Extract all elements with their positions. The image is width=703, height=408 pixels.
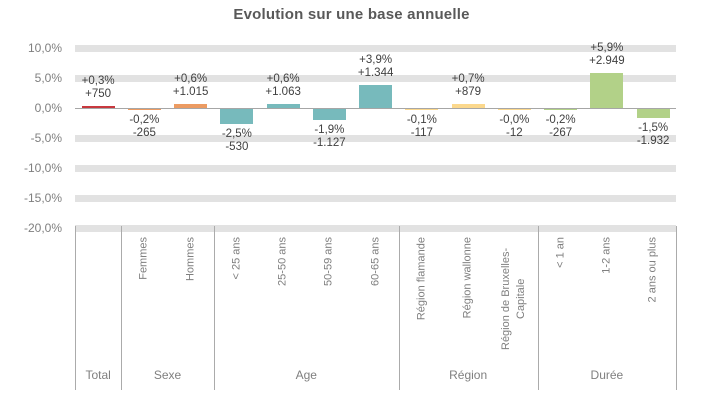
bar-value-label: +0,7% +879 xyxy=(452,73,485,99)
category-axis-label: < 1 an xyxy=(554,237,567,268)
bar-percent-label: -0,2% xyxy=(129,114,160,127)
bar xyxy=(266,104,300,108)
bar-absolute-label: -1.932 xyxy=(636,135,670,147)
y-axis-tick-label: -10,0% xyxy=(23,161,62,175)
bar-value-label: -0,1% -117 xyxy=(407,114,437,140)
bar-percent-label: +0,6% xyxy=(174,73,208,86)
category-axis-label: 2 ans ou plus xyxy=(646,237,659,303)
category-group-separator xyxy=(213,226,215,390)
category-group-separator xyxy=(676,226,678,390)
category-group-separator xyxy=(537,226,539,390)
bar-percent-label: -0,2% xyxy=(545,114,576,127)
bar xyxy=(405,109,439,110)
zero-axis-line xyxy=(75,108,677,109)
bar-percent-label: -1,5% xyxy=(638,122,669,134)
y-axis-tick-label: 0,0% xyxy=(34,101,62,115)
group-axis-label: Durée xyxy=(590,368,624,382)
bar xyxy=(544,109,578,111)
bar-absolute-label: +1.063 xyxy=(265,86,301,99)
bar-percent-label: +0,7% xyxy=(451,72,485,85)
bar-absolute-label: -1.127 xyxy=(313,137,346,150)
bar-value-label: -1,5% -1.932 xyxy=(637,122,670,148)
category-axis-label: 50-59 ans xyxy=(322,237,335,286)
bar-value-label: +0,6% +1.015 xyxy=(173,73,209,99)
bar xyxy=(590,72,624,108)
bar xyxy=(451,103,485,108)
bar xyxy=(497,109,531,110)
bar-value-label: +5,9% +2.949 xyxy=(589,42,625,68)
category-axis-label: 25-50 ans xyxy=(276,237,289,286)
bar xyxy=(220,109,254,124)
bar-value-label: -0,2% -265 xyxy=(129,114,159,140)
bar xyxy=(81,106,115,108)
bar xyxy=(127,109,161,111)
group-axis-label: Sexe xyxy=(153,368,182,382)
group-axis-label: Total xyxy=(85,368,111,382)
category-group-separator xyxy=(398,226,400,390)
bar-absolute-label: -267 xyxy=(549,127,573,140)
bar-absolute-label: -117 xyxy=(410,127,433,139)
bar-value-label: +3,9% +1.344 xyxy=(358,54,394,80)
bar-percent-label: +0,3% xyxy=(81,75,115,88)
bar-absolute-label: -265 xyxy=(132,127,156,140)
y-axis-tick-label: -20,0% xyxy=(23,221,62,235)
category-axis-label: Femmes xyxy=(137,237,150,280)
bar-value-label: +0,6% +1.063 xyxy=(265,73,301,99)
category-group-separator xyxy=(75,226,76,390)
bar xyxy=(174,104,208,108)
bar-absolute-label: +1.015 xyxy=(172,86,209,99)
y-axis-tick-label: 5,0% xyxy=(34,71,62,85)
chart-title: Evolution sur une base annuelle xyxy=(233,6,470,23)
gridline-band xyxy=(75,134,677,142)
gridline-band xyxy=(75,74,677,82)
gridline-band xyxy=(75,224,677,232)
bar-percent-label: +3,9% xyxy=(359,53,393,66)
bar xyxy=(636,109,670,118)
bar-percent-label: +0,6% xyxy=(266,73,300,86)
bar-absolute-label: -530 xyxy=(225,141,249,153)
gridline-band xyxy=(75,164,677,172)
bar xyxy=(359,84,393,108)
category-axis-label: < 25 ans xyxy=(230,237,243,280)
bar-value-label: -0,0% -12 xyxy=(499,114,529,140)
bar-percent-label: -0,1% xyxy=(406,114,437,126)
bar-value-label: -2,5% -530 xyxy=(222,128,252,154)
bar-percent-label: -0,0% xyxy=(499,114,530,126)
gridline-band xyxy=(75,194,677,202)
category-axis-label: Région flamande xyxy=(415,237,428,321)
bar-value-label: -0,2% -267 xyxy=(546,114,576,140)
category-axis-label: Région de Bruxelles-Capitale xyxy=(500,247,528,351)
category-axis-label: 1-2 ans xyxy=(600,237,613,274)
bar-absolute-label: +1.344 xyxy=(357,66,394,79)
category-axis-label: 60-65 ans xyxy=(369,237,382,286)
group-axis-label: Age xyxy=(295,368,317,382)
bar-absolute-label: +879 xyxy=(455,85,482,98)
bar-percent-label: +5,9% xyxy=(590,41,624,54)
gridline-band xyxy=(75,44,677,52)
group-axis-label: Région xyxy=(449,368,488,382)
bar-absolute-label: +2.949 xyxy=(589,54,625,67)
y-axis-tick-label: 10,0% xyxy=(27,41,62,55)
bar-value-label: +0,3% +750 xyxy=(82,75,115,101)
bar-absolute-label: -12 xyxy=(506,127,523,139)
category-axis-label: Hommes xyxy=(184,237,197,282)
y-axis-tick-label: -5,0% xyxy=(30,131,62,145)
bar-percent-label: -2,5% xyxy=(221,128,252,140)
bar-absolute-label: +750 xyxy=(85,88,112,101)
category-group-separator xyxy=(121,226,123,390)
bar-percent-label: -1,9% xyxy=(314,124,345,137)
bar xyxy=(312,109,346,121)
category-axis-label: Région wallonne xyxy=(461,237,474,319)
y-axis-tick-label: -15,0% xyxy=(23,191,62,205)
bar-value-label: -1,9% -1.127 xyxy=(313,124,346,150)
